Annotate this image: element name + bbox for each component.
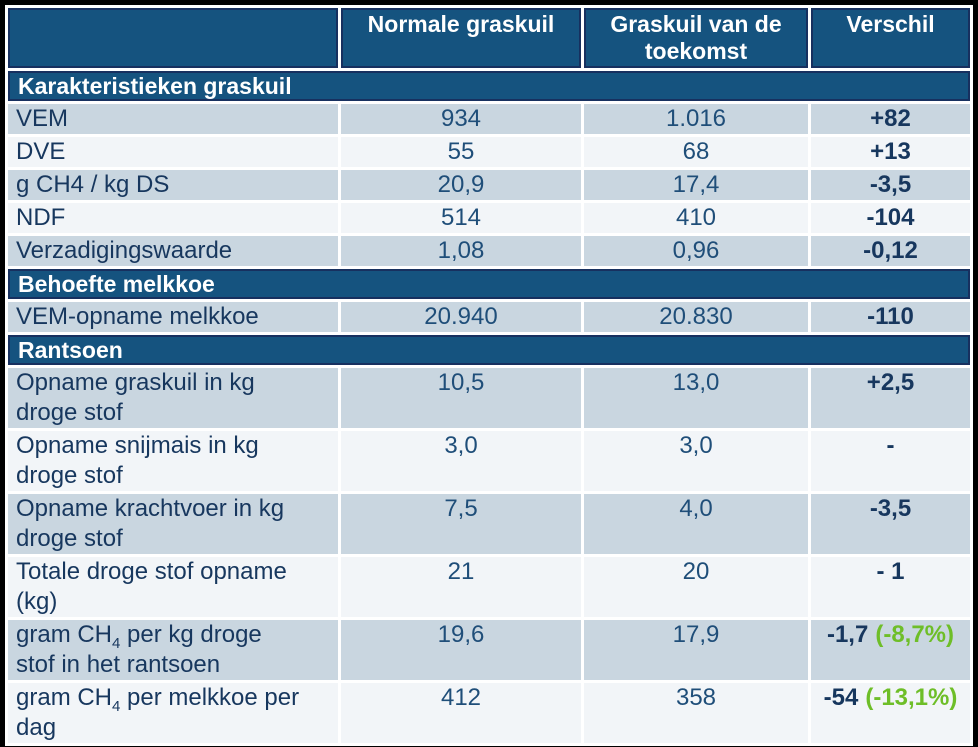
section-row: Karakteristieken graskuil	[8, 71, 970, 101]
value-future: 4,0	[584, 494, 808, 554]
value-future: 17,4	[584, 170, 808, 200]
table-row: gram CH4 per melkkoe per dag 412 358 -54…	[8, 683, 970, 743]
value-diff: -54 (-13,1%)	[811, 683, 970, 743]
value-normal: 19,6	[341, 620, 581, 680]
row-label: DVE	[8, 137, 338, 167]
row-label: Totale droge stof opname (kg)	[8, 557, 338, 617]
table-row: DVE 55 68 +13	[8, 137, 970, 167]
row-label: NDF	[8, 203, 338, 233]
table-row: Opname krachtvoer in kg droge stof 7,5 4…	[8, 494, 970, 554]
value-diff: -0,12	[811, 236, 970, 266]
section-title-behoefte-melkkoe: Behoefte melkkoe	[8, 269, 970, 299]
value-diff: -3,5	[811, 170, 970, 200]
row-label: Verzadigingswaarde	[8, 236, 338, 266]
diff-value: -1,7	[826, 621, 869, 648]
ch4-subscript: 4	[112, 697, 121, 715]
value-diff: -1,7 (-8,7%)	[811, 620, 970, 680]
section-title-karakteristieken: Karakteristieken graskuil	[8, 71, 970, 101]
value-future: 17,9	[584, 620, 808, 680]
value-diff: -104	[811, 203, 970, 233]
value-normal: 10,5	[341, 368, 581, 428]
graskuil-comparison-table: Normale graskuil Graskuil van de toekoms…	[5, 5, 973, 746]
table-row: Opname snijmais in kg droge stof 3,0 3,0…	[8, 431, 970, 491]
value-future: 1.016	[584, 104, 808, 134]
row-label: Opname graskuil in kg droge stof	[8, 368, 338, 428]
value-normal: 412	[341, 683, 581, 743]
column-header-empty	[8, 8, 338, 68]
label-text: gram CH	[16, 621, 113, 648]
value-normal: 1,08	[341, 236, 581, 266]
value-future: 0,96	[584, 236, 808, 266]
value-future: 20.830	[584, 302, 808, 332]
value-normal: 514	[341, 203, 581, 233]
value-diff: +82	[811, 104, 970, 134]
diff-value: -54	[823, 684, 859, 711]
label-text: per kg droge stof in het rantsoen	[16, 621, 262, 678]
value-normal: 934	[341, 104, 581, 134]
table-row: VEM-opname melkkoe 20.940 20.830 -110	[8, 302, 970, 332]
table-row: NDF 514 410 -104	[8, 203, 970, 233]
table-row: VEM 934 1.016 +82	[8, 104, 970, 134]
value-normal: 55	[341, 137, 581, 167]
row-label: Opname snijmais in kg droge stof	[8, 431, 338, 491]
section-row: Rantsoen	[8, 335, 970, 365]
row-label: gram CH4 per melkkoe per dag	[8, 683, 338, 743]
value-diff: +13	[811, 137, 970, 167]
column-header-verschil: Verschil	[811, 8, 970, 68]
value-future: 358	[584, 683, 808, 743]
value-future: 410	[584, 203, 808, 233]
value-future: 13,0	[584, 368, 808, 428]
table-row: Totale droge stof opname (kg) 21 20 - 1	[8, 557, 970, 617]
value-normal: 20.940	[341, 302, 581, 332]
table-row: Opname graskuil in kg droge stof 10,5 13…	[8, 368, 970, 428]
value-normal: 20,9	[341, 170, 581, 200]
value-future: 68	[584, 137, 808, 167]
section-row: Behoefte melkkoe	[8, 269, 970, 299]
table-row: Verzadigingswaarde 1,08 0,96 -0,12	[8, 236, 970, 266]
diff-percent: (-8,7%)	[875, 621, 955, 648]
value-future: 20	[584, 557, 808, 617]
value-normal: 7,5	[341, 494, 581, 554]
column-header-graskuil-toekomst: Graskuil van de toekomst	[584, 8, 808, 68]
row-label: gram CH4 per kg droge stof in het rantso…	[8, 620, 338, 680]
value-diff: -110	[811, 302, 970, 332]
value-future: 3,0	[584, 431, 808, 491]
ch4-subscript: 4	[112, 634, 121, 652]
value-diff: - 1	[811, 557, 970, 617]
value-diff: +2,5	[811, 368, 970, 428]
diff-percent: (-13,1%)	[865, 684, 958, 711]
value-normal: 3,0	[341, 431, 581, 491]
table-row: gram CH4 per kg droge stof in het rantso…	[8, 620, 970, 680]
value-diff: -	[811, 431, 970, 491]
value-diff: -3,5	[811, 494, 970, 554]
label-text: gram CH	[16, 684, 113, 711]
table-row: g CH4 / kg DS 20,9 17,4 -3,5	[8, 170, 970, 200]
row-label: Opname krachtvoer in kg droge stof	[8, 494, 338, 554]
header-row: Normale graskuil Graskuil van de toekoms…	[8, 8, 970, 68]
section-title-rantsoen: Rantsoen	[8, 335, 970, 365]
value-normal: 21	[341, 557, 581, 617]
row-label: VEM-opname melkkoe	[8, 302, 338, 332]
row-label: g CH4 / kg DS	[8, 170, 338, 200]
table-canvas: Normale graskuil Graskuil van de toekoms…	[5, 5, 973, 746]
column-header-normale-graskuil: Normale graskuil	[341, 8, 581, 68]
label-text: per melkkoe per dag	[16, 684, 300, 741]
row-label: VEM	[8, 104, 338, 134]
